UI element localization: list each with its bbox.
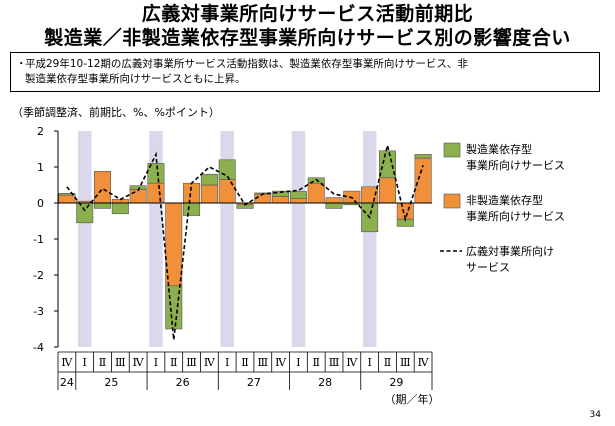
summary-text-line1: 平成29年10-12期の広義対事業所サービス活動指数は、製造業依存型事業所向けサ… (25, 58, 468, 70)
legend-label-manufacturing-1: 製造業依存型 (466, 143, 532, 156)
bar-manufacturing (325, 202, 343, 209)
x-axis-unit: （期／年） (385, 392, 440, 406)
x-year-label: 25 (104, 376, 118, 389)
x-tick-label: Ⅲ (258, 356, 269, 369)
y-tick-label: -2 (33, 269, 44, 282)
bar-manufacturing (147, 163, 165, 184)
y-tick-label: -1 (33, 233, 44, 246)
legend-item-total: 広義対事業所向け サービス (466, 244, 554, 276)
x-tick-label: Ⅱ (312, 356, 319, 369)
x-year-label: 26 (176, 376, 190, 389)
y-tick-label: 0 (37, 197, 44, 210)
x-tick-label: Ⅱ (170, 356, 177, 369)
legend-label-total-1: 広義対事業所向け (466, 245, 554, 258)
bar-non-manufacturing (165, 202, 183, 287)
bar-manufacturing (200, 173, 218, 186)
x-tick-label: Ⅱ (384, 356, 391, 369)
x-tick-label: Ⅰ (367, 356, 371, 369)
x-year-label: 29 (389, 376, 403, 389)
x-tick-label: Ⅳ (418, 356, 430, 369)
legend-label-total-2: サービス (466, 261, 510, 274)
bar-manufacturing (183, 202, 201, 216)
legend-item-manufacturing: 製造業依存型 事業所向けサービス (466, 142, 565, 174)
x-tick-label: Ⅱ (99, 356, 106, 369)
unit-label: （季節調整済、前期比、%、%ポイント） (12, 106, 220, 119)
legend-swatch-manufacturing (443, 142, 461, 158)
x-tick-label: Ⅲ (329, 356, 340, 369)
x-tick-label: Ⅳ (61, 356, 73, 369)
x-tick-label: Ⅰ (225, 356, 229, 369)
x-tick-label: Ⅲ (400, 356, 411, 369)
chart-subtitle: 製造業／非製造業依存型事業所向けサービス別の影響度合い (44, 27, 571, 49)
bar-manufacturing (76, 202, 94, 224)
bar-manufacturing (378, 150, 396, 179)
x-year-label: 24 (60, 376, 74, 389)
bar-non-manufacturing (183, 182, 201, 204)
summary-box: ・ 平成29年10-12期の広義対事業所サービス活動指数は、製造業依存型事業所向… (10, 52, 600, 92)
x-tick-label: Ⅰ (154, 356, 158, 369)
x-tick-label: Ⅲ (115, 356, 126, 369)
bar-non-manufacturing (129, 189, 147, 204)
bar-non-manufacturing (254, 193, 272, 204)
legend-label-non-manufacturing-2: 事業所向けサービス (466, 210, 565, 223)
bar-non-manufacturing (272, 196, 290, 204)
legend-item-non-manufacturing: 非製造業依存型 事業所向けサービス (466, 193, 565, 225)
x-tick-label: Ⅳ (346, 356, 358, 369)
series-line-total (66, 145, 424, 340)
bar-manufacturing (272, 190, 290, 197)
y-tick-label: 1 (37, 161, 44, 174)
bar-non-manufacturing (378, 177, 396, 204)
q1-band (77, 131, 92, 347)
x-tick-label: Ⅱ (241, 356, 248, 369)
bar-non-manufacturing (94, 171, 112, 204)
bar-non-manufacturing (147, 182, 165, 204)
chart-title: 広義対事業所向けサービス活動前期比 (141, 3, 474, 25)
x-tick-label: Ⅰ (296, 356, 300, 369)
y-tick-label: -3 (33, 305, 44, 318)
x-tick-label: Ⅳ (275, 356, 287, 369)
y-tick-label: -4 (33, 341, 44, 354)
q1-band (362, 131, 377, 347)
bar-non-manufacturing (200, 184, 218, 204)
bar-manufacturing (289, 191, 307, 199)
x-year-label: 27 (247, 376, 261, 389)
bar-manufacturing (414, 154, 432, 159)
legend-label-non-manufacturing-1: 非製造業依存型 (466, 194, 543, 207)
legend-label-manufacturing-2: 事業所向けサービス (466, 159, 565, 172)
x-year-label: 28 (318, 376, 332, 389)
bar-manufacturing (111, 202, 129, 215)
bar-manufacturing (94, 202, 112, 209)
x-tick-label: Ⅳ (133, 356, 145, 369)
y-tick-label: 2 (37, 125, 44, 138)
x-tick-label: Ⅲ (186, 356, 197, 369)
bar-non-manufacturing (307, 182, 325, 204)
bar-manufacturing (58, 192, 76, 196)
x-tick-label: Ⅰ (83, 356, 87, 369)
legend-swatch-non-manufacturing (443, 193, 461, 209)
bar-non-manufacturing (325, 197, 343, 204)
bar-non-manufacturing (414, 157, 432, 204)
bar-non-manufacturing (58, 194, 76, 204)
x-tick-label: Ⅳ (204, 356, 216, 369)
summary-bullet: ・ (16, 58, 27, 70)
q1-band (291, 131, 306, 347)
summary-text-line2: 製造業依存型事業所向けサービスともに上昇。 (25, 73, 246, 85)
page-number: 34 (589, 410, 601, 420)
bar-non-manufacturing (289, 198, 307, 204)
bar-non-manufacturing (218, 179, 236, 204)
